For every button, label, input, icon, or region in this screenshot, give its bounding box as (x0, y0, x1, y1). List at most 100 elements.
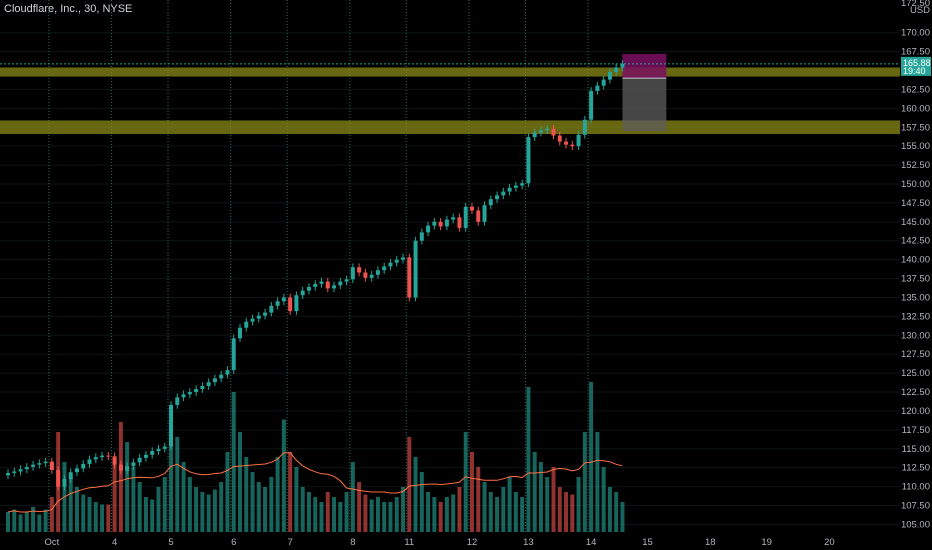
volume-bar (125, 442, 130, 532)
candle-body (407, 257, 412, 298)
time-tick-label: 18 (705, 537, 716, 548)
volume-bar (476, 467, 481, 532)
candle-body (426, 225, 431, 233)
candle-body (306, 286, 311, 291)
volume-bar (589, 382, 594, 532)
volume-bar (469, 452, 474, 532)
volume-moving-average-line (7, 452, 623, 513)
candle-body (438, 221, 443, 227)
candle-body (495, 195, 500, 200)
volume-bar (388, 502, 393, 532)
volume-bar (112, 457, 117, 532)
candle-body (338, 281, 343, 286)
horizontal-zones[interactable] (0, 67, 900, 135)
candle-body (294, 295, 299, 312)
candle-body (444, 219, 449, 227)
volume-bar (294, 467, 299, 532)
candle-body (12, 471, 17, 473)
volume-bars (6, 382, 625, 532)
volume-bar (31, 507, 36, 532)
candle-body (156, 448, 161, 452)
volume-bar (350, 462, 355, 532)
countdown-label: 19:40 (903, 66, 926, 76)
candle-body (601, 79, 606, 86)
candle-body (582, 119, 587, 135)
volume-bar (219, 482, 224, 532)
price-tick-label: 152.50 (901, 160, 930, 171)
candle-body (175, 397, 180, 405)
volume-bar (538, 462, 543, 532)
volume-bar (582, 432, 587, 532)
candle-body (564, 141, 569, 145)
volume-bar (357, 482, 362, 532)
volume-bar (607, 487, 612, 532)
candle-body (275, 301, 280, 306)
candle-body (24, 466, 29, 470)
volume-bar (269, 477, 274, 532)
volume-bar (237, 432, 242, 532)
position-tool[interactable] (622, 53, 667, 132)
candle-body (187, 392, 192, 395)
volume-bar (93, 502, 98, 532)
candle-body (131, 462, 136, 467)
time-axis[interactable]: Oct 4 5 6 7 8 11 12 13 14 15 18 19 20 (0, 532, 900, 550)
candle-body (263, 312, 268, 316)
volume-bar (300, 487, 305, 532)
candle-body (219, 374, 224, 379)
volume-bar (401, 487, 406, 532)
time-tick-label: 14 (586, 537, 597, 548)
candle-body (18, 469, 23, 472)
volume-bar (495, 497, 500, 532)
candle-body (93, 457, 98, 460)
volume-bar (344, 492, 349, 532)
volume-bar (407, 437, 412, 532)
price-axis[interactable]: 105.00 107.50 110.00 112.50 115.00 117.50 120.… (900, 0, 932, 550)
price-tick-label: 107.50 (901, 501, 930, 512)
volume-bar (49, 497, 54, 532)
volume-bar (288, 452, 293, 532)
time-tick-label: 5 (168, 537, 173, 548)
volume-bar (614, 492, 619, 532)
volume-bar (457, 487, 462, 532)
time-tick-label: 13 (523, 537, 534, 548)
price-axis-unit: USD (910, 5, 930, 16)
volume-bar (306, 492, 311, 532)
volume-bar (281, 419, 286, 532)
volume-bar (137, 482, 142, 532)
candle-body (551, 128, 556, 136)
price-tick-label: 125.00 (901, 368, 930, 379)
volume-bar (369, 499, 374, 532)
last-price-tag: 165.88 19:40 (901, 56, 931, 76)
volume-bar (275, 457, 280, 532)
candle-body (363, 272, 368, 278)
candle-body (388, 262, 393, 267)
volume-bar (106, 504, 111, 532)
volume-bar (81, 494, 86, 532)
volume-bar (24, 512, 29, 532)
volume-bar (595, 432, 600, 532)
price-tick-label: 147.50 (901, 198, 930, 209)
time-axis-bg (0, 532, 900, 550)
volume-bar (212, 489, 217, 532)
volume-bar (444, 497, 449, 532)
volume-bar (118, 422, 123, 532)
volume-bar (419, 472, 424, 532)
volume-bar (545, 477, 550, 532)
candle-body (375, 270, 380, 275)
candle-body (125, 466, 130, 471)
candle-body (576, 134, 581, 147)
candle-body (143, 454, 148, 458)
price-tick-label: 105.00 (901, 519, 930, 530)
volume-bar (601, 467, 606, 532)
candle-body (463, 206, 468, 228)
volume-bar (206, 494, 211, 532)
volume-bar (169, 432, 174, 532)
volume-bar (131, 467, 136, 532)
price-tick-label: 162.50 (901, 84, 930, 95)
candle-body (476, 210, 481, 222)
candle-body (87, 459, 92, 464)
volume-bar (68, 477, 73, 532)
candle-body (194, 389, 199, 393)
price-tick-label: 112.50 (902, 463, 930, 474)
